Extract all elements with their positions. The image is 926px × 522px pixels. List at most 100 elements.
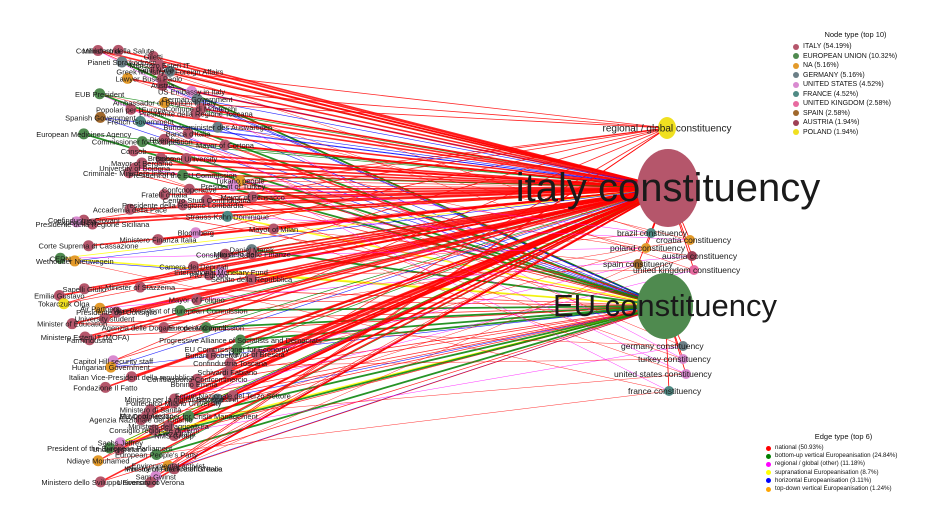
node-legend-item: NA (5.16%) <box>793 61 918 71</box>
node-buriani-roberto <box>205 349 217 361</box>
node-label: President of Turkey <box>201 182 266 191</box>
edge-national <box>162 77 669 189</box>
node-forum-nazionale-del-terzo-settore <box>227 390 239 402</box>
node-consiglio-regionale-di-terni <box>148 424 160 436</box>
edge-regional-global-other <box>134 167 652 234</box>
edge-national <box>99 187 669 310</box>
node-label: poland constituency <box>610 243 686 253</box>
edge-legend-label: bottom-up vertical Europeanisation (24.8… <box>775 452 898 460</box>
node-us-embassy-in-italy <box>186 85 198 97</box>
node-mayor-of-brescia <box>251 348 263 360</box>
node-bundesminister-des-ausw-rtigen <box>212 121 224 133</box>
node-minister-of-education <box>66 318 78 330</box>
node-legend-swatch <box>793 81 799 88</box>
node-mayor-of-milan <box>268 223 280 235</box>
edge-national <box>141 162 669 189</box>
edge-legend-item: bottom-up vertical Europeanisation (24.8… <box>766 452 921 460</box>
edge-national <box>153 55 669 189</box>
node-label: Confindustria Toscana <box>193 359 268 368</box>
node-legend-label: POLAND (1.94%) <box>803 128 859 136</box>
node-progressive-alliance-of-socialists-and-democrats <box>234 334 246 346</box>
node-french-government <box>134 116 146 128</box>
node-label: Mayor of Cortona <box>196 141 255 150</box>
node-label: University of Bologna <box>99 164 171 173</box>
node-lawyer <box>122 72 134 84</box>
node-label: Ministero Finanza Italia <box>119 236 197 245</box>
edge-national <box>159 64 669 189</box>
node-brazil-constituency <box>646 228 656 238</box>
node-presidente-della-regione-siciliana <box>86 218 98 230</box>
node-legend-label: UNITED KINGDOM (2.58%) <box>803 100 891 107</box>
edge-national <box>224 144 669 189</box>
node-legend-label: ITALY (54.19%) <box>803 43 852 50</box>
node-german-government <box>191 93 203 105</box>
edge-national <box>88 187 669 247</box>
node-label: Criminale- Ministero Interno <box>83 169 175 178</box>
node-label: Presidente della Regione Toscana <box>139 109 254 118</box>
node-label: Presidente dei Fratelli d'Italia <box>126 465 223 474</box>
edge-regional-global-other <box>63 187 669 304</box>
node-vice-president-of-european-commission <box>174 305 186 317</box>
node-bonino-emma <box>188 378 200 390</box>
node-label: united states constituency <box>614 369 713 379</box>
edge-legend-swatch <box>766 453 771 459</box>
node-label: Presidente della Regione Lombardia <box>122 201 244 210</box>
node-label: Sapelli Giulio <box>62 285 106 294</box>
node-croatia-constituency <box>685 235 695 245</box>
node-label: Senato della Repubblica <box>211 275 293 284</box>
node-label: Environmental activist <box>132 462 206 471</box>
node-politecnico-milano-university <box>168 397 180 409</box>
node-ambassador-of-belgium-in-italy <box>159 96 171 108</box>
node-legend-item: UNITED STATES (4.52%) <box>793 80 918 90</box>
edge-national <box>127 78 695 271</box>
edge-national <box>100 305 666 483</box>
node-poland-constituency <box>641 243 651 253</box>
node-label: Confcooperative <box>162 185 217 194</box>
node-legend-swatch <box>793 91 799 98</box>
node-label: Vice-President of European Commission <box>113 307 248 316</box>
node-label: NMS Group <box>154 431 194 440</box>
node-label: Giletti <box>144 53 164 62</box>
node-label: French Government <box>107 118 175 127</box>
edge-national <box>225 187 669 256</box>
node-eu-commissioner-for-economy <box>231 343 243 355</box>
edge-regional-global-other <box>97 127 668 462</box>
node-label: Mayor of Pensacco <box>221 193 285 202</box>
edge-national <box>84 232 652 290</box>
edge-national <box>92 187 669 225</box>
node-pianeti-sprajkodrosc <box>116 56 128 68</box>
hub-node-italy <box>637 149 699 227</box>
edge-national <box>196 299 666 307</box>
node-label: Bocconi University <box>156 155 218 164</box>
edge-regional-global-other <box>113 127 668 362</box>
node-ricerche <box>158 133 170 145</box>
node-label: EU Commissioner for Crisis Management <box>120 412 259 421</box>
node-label: austria constituency <box>662 251 738 261</box>
node-label: germany constituency <box>621 341 704 351</box>
node-presidente-del-consiglio <box>111 306 123 318</box>
node-tokarczuk-olga <box>58 298 70 310</box>
node-label: Camera dei Deputati <box>159 262 228 271</box>
edge-legend-label: national (50.93%) <box>775 444 824 451</box>
node-bertelsmann <box>211 393 223 405</box>
edge-national <box>89 187 669 341</box>
edge-national <box>71 187 669 325</box>
node-popolari-per-l-europa <box>125 103 137 115</box>
node-label: Confindustria Giovani <box>48 216 120 225</box>
node-type-legend: Node type (top 10) ITALY (54.19%) EUROPEA… <box>793 30 918 137</box>
node-label: Politecnico Milano University <box>126 399 222 408</box>
node-label: Sam Gwinst <box>136 472 177 481</box>
node-eu-commissioner-for-crisis-management <box>183 410 195 422</box>
node-label: Ministero di Sanità <box>120 406 183 415</box>
node-label: Spanish Government <box>65 113 136 122</box>
node-legend-label: EUROPEAN UNION (10.32%) <box>803 52 898 60</box>
node-legend-item: POLAND (1.94%) <box>793 128 918 138</box>
node-nms-group <box>168 429 180 441</box>
node-legend-swatch <box>793 53 799 60</box>
node-legend-label: UNITED STATES (4.52%) <box>803 81 884 88</box>
node-spanish-government <box>94 111 106 123</box>
node-centro-studi-confindustria <box>201 194 213 206</box>
node-label: Ministero dell'agricoltura <box>128 422 209 431</box>
node-label: spain constituency <box>603 259 674 269</box>
edge-bottom-up-vertical-europeanisation <box>121 61 666 307</box>
